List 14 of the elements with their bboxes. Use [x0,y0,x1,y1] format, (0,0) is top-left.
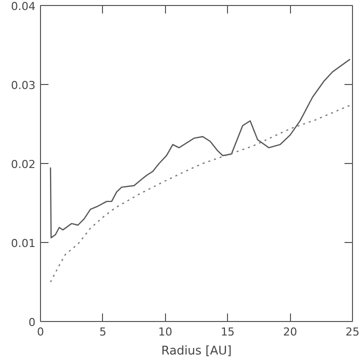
x-tick-label: 15 [220,326,235,338]
line-series [50,58,351,238]
y-tick-label: 0.04 [11,0,36,13]
x-tick-label: 0 [37,326,44,338]
y-tick-label: 0.02 [11,158,36,171]
y-tick-label: 0.03 [11,79,36,92]
x-tick-label: 5 [99,326,106,338]
x-tick-label: 20 [283,326,298,338]
x-axis-title: Radius [AU] [161,344,232,358]
x-tick-label: 25 [346,326,360,338]
y-tick-label: 0 [28,316,36,329]
x-tick-label: 10 [158,326,172,338]
y-tick-label: 0.01 [11,237,36,250]
line-series [50,104,352,283]
